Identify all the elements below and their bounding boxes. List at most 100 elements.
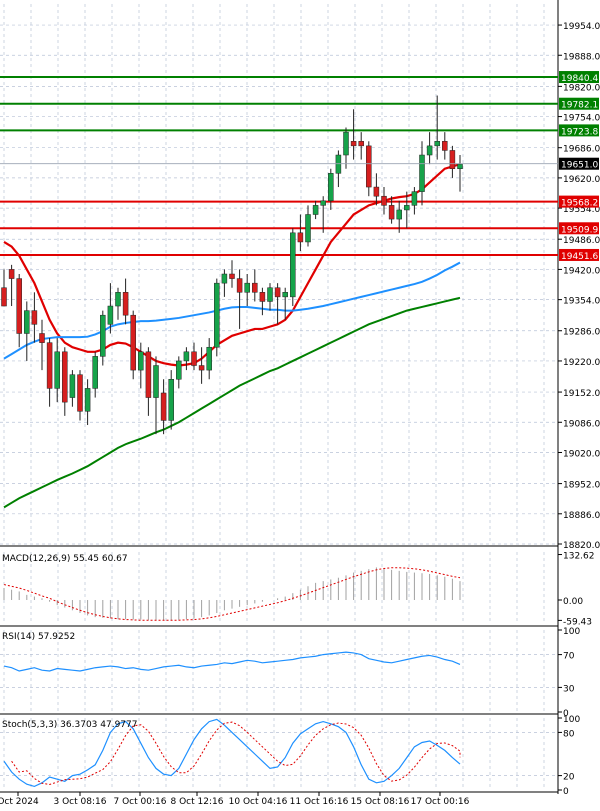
candle-body: [350, 141, 357, 147]
x-tick-label: Oct 2024: [0, 797, 39, 807]
stoch-y-tick-label: 20: [563, 773, 575, 783]
macd-y-tick-label: 132.62: [563, 552, 595, 562]
rsi-title: RSI(14) 57.9252: [2, 632, 75, 642]
candle-body: [153, 365, 159, 398]
rsi-y-tick-label: 100: [563, 627, 580, 637]
y-tick-label: 19954.0: [563, 22, 600, 32]
ma-line-mid: [3, 261, 461, 360]
candle-body: [8, 269, 15, 279]
candle-body: [267, 287, 273, 302]
level-label: 19723.8: [561, 127, 598, 137]
candle-body: [274, 287, 281, 298]
y-tick-label: 19686.0: [563, 145, 600, 155]
candle-body: [191, 351, 197, 366]
y-tick-label: 19086.0: [563, 419, 600, 429]
x-tick-label: 8 Oct 12:16: [171, 797, 224, 807]
candle-body: [358, 141, 364, 147]
macd-signal-line: [3, 567, 461, 621]
candle-body: [77, 374, 83, 412]
candle-body: [84, 388, 91, 412]
y-tick-label: 18820.0: [563, 541, 600, 551]
candle-body: [24, 310, 30, 334]
x-tick-label: 10 Oct 04:16: [229, 797, 288, 807]
candle-body: [229, 273, 235, 279]
macd-y-tick-label: -59.43: [563, 617, 592, 627]
candle-body: [46, 342, 53, 389]
level-label: 19840.4: [561, 74, 598, 84]
candle-body: [100, 314, 106, 357]
rsi-line: [3, 651, 461, 672]
candle-body: [419, 154, 425, 192]
y-tick-label: 19620.0: [563, 175, 600, 185]
ma-line-slow: [3, 296, 461, 509]
candle-body: [62, 351, 68, 403]
stoch-d-line: [11, 721, 461, 785]
macd-title: MACD(12,26,9) 55.45 60.67: [2, 554, 128, 564]
rsi-y-tick-label: 30: [563, 684, 575, 694]
rsi-y-tick-label: 70: [563, 652, 575, 662]
candle-body: [373, 186, 380, 197]
y-tick-label: 19286.0: [563, 328, 600, 338]
y-tick-label: 19020.0: [563, 449, 600, 459]
candle-body: [214, 282, 220, 348]
candle-body: [305, 214, 311, 243]
stoch-k-line: [3, 718, 461, 788]
candle-body: [160, 392, 167, 421]
candle-body: [168, 379, 174, 421]
rsi-y-tick-label: 0: [563, 709, 569, 719]
candle-body: [335, 154, 342, 174]
x-tick-label: 7 Oct 00:16: [114, 797, 167, 807]
y-tick-label: 18952.0: [563, 481, 600, 491]
x-tick-label: 11 Oct 16:16: [290, 797, 349, 807]
candle-body: [39, 333, 45, 343]
y-tick-label: 19820.0: [563, 83, 600, 93]
y-tick-label: 19486.0: [563, 236, 600, 246]
candle-body: [434, 141, 440, 147]
candle-body: [145, 351, 152, 398]
candle-body: [107, 305, 114, 325]
candle-body: [259, 292, 266, 302]
candle-body: [244, 282, 250, 293]
candle-body: [312, 205, 319, 215]
level-label-bg: [559, 124, 599, 137]
candle-body: [138, 351, 144, 371]
x-tick-label: 3 Oct 08:16: [54, 797, 107, 807]
level-label: 19509.9: [561, 225, 598, 235]
level-label-bg: [559, 222, 599, 235]
candle-body: [206, 346, 212, 371]
y-tick-label: 19152.0: [563, 389, 600, 399]
x-tick-label: 15 Oct 08:16: [351, 797, 410, 807]
y-tick-label: 19554.0: [563, 205, 600, 215]
candle-body: [183, 351, 190, 362]
candle-body: [1, 287, 7, 307]
candle-body: [282, 292, 288, 298]
level-label-bg: [559, 248, 599, 261]
candle-body: [297, 232, 304, 243]
candle-body: [92, 356, 98, 389]
current-price-bg: [559, 157, 599, 170]
y-tick-label: 19220.0: [563, 358, 600, 368]
candle-body: [388, 205, 395, 220]
stoch-y-tick-label: 80: [563, 729, 575, 739]
candle-body: [442, 141, 448, 151]
current-price-label: 19651.0: [561, 161, 598, 171]
candle-body: [381, 195, 387, 206]
candle-body: [16, 278, 22, 334]
stoch-y-tick-label: 0: [563, 787, 569, 797]
y-tick-label: 19888.0: [563, 52, 600, 62]
level-label-bg: [559, 71, 599, 84]
candle-body: [290, 232, 296, 298]
candle-body: [130, 314, 136, 371]
candle-body: [396, 209, 402, 220]
candle-body: [236, 278, 243, 293]
candle-body: [198, 365, 205, 371]
candle-body: [69, 374, 76, 398]
level-label: 19451.6: [561, 252, 598, 262]
y-tick-label: 19420.0: [563, 266, 600, 276]
candle-body: [122, 292, 129, 316]
candle-body: [343, 131, 349, 156]
candle-body: [328, 173, 334, 202]
candle-body: [411, 191, 418, 206]
candle-body: [54, 351, 60, 389]
